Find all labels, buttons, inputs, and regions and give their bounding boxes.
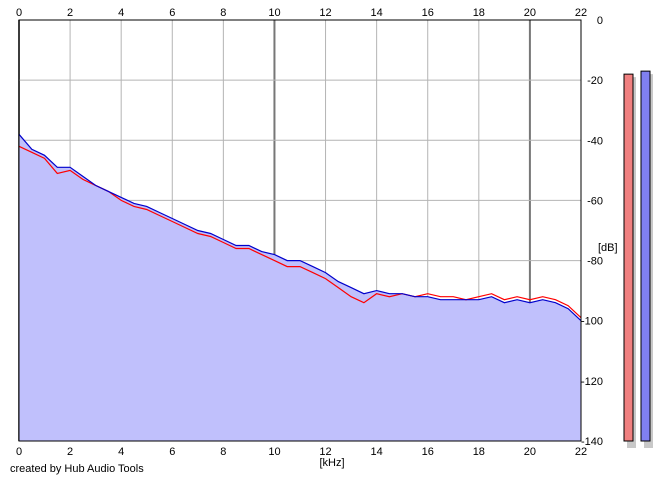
x-tick-label-bottom: 18 [473,446,485,458]
plot-border [18,19,582,442]
x-tick-label-bottom: 14 [371,446,383,458]
y-tick-label: -120 [581,376,603,388]
x-tick-label-top: 6 [169,7,175,19]
x-tick-label-top: 12 [319,7,331,19]
x-tick-label-bottom: 22 [575,446,587,458]
x-tick-label-bottom: 10 [268,446,280,458]
x-tick-label-top: 8 [220,7,226,19]
plot-frame [18,19,582,442]
y-axis-label: [dB] [598,242,618,254]
y-tick-label: 0 [597,15,603,27]
series-line-2 [18,133,582,322]
x-tick-label-bottom: 4 [118,446,124,458]
x-tick-label-top: 10 [268,7,280,19]
level-meter-bar [623,73,634,442]
y-tick-label: -140 [581,436,603,448]
x-tick-label-bottom: 8 [220,446,226,458]
x-tick-label-top: 22 [575,7,587,19]
x-tick-label-top: 18 [473,7,485,19]
level-meter-bar [640,70,651,442]
y-tick-label: -20 [587,75,603,87]
x-tick-label-top: 4 [118,7,124,19]
x-tick-label-bottom: 16 [422,446,434,458]
series-line-1 [18,145,582,319]
x-tick-label-bottom: 6 [169,446,175,458]
credit-text: created by Hub Audio Tools [10,463,144,475]
area-fill [19,134,581,442]
x-tick-label-top: 0 [16,7,22,19]
x-tick-label-top: 2 [67,7,73,19]
y-tick-label: -100 [581,316,603,328]
x-tick-label-bottom: 20 [524,446,536,458]
x-tick-label-top: 20 [524,7,536,19]
y-tick-label: -60 [587,195,603,207]
area-fill-region [19,134,581,442]
x-tick-label-top: 16 [422,7,434,19]
x-tick-label-bottom: 0 [16,446,22,458]
series-lines [18,133,582,322]
x-axis-label: [kHz] [319,457,344,469]
y-tick-label: -80 [587,256,603,268]
x-tick-label-top: 14 [371,7,383,19]
x-tick-label-bottom: 2 [67,446,73,458]
x-tick-label-bottom: 12 [319,446,331,458]
tick-labels: 002244668810101212141416161818202022220-… [16,7,603,458]
level-meters [623,70,653,448]
y-tick-label: -40 [587,135,603,147]
